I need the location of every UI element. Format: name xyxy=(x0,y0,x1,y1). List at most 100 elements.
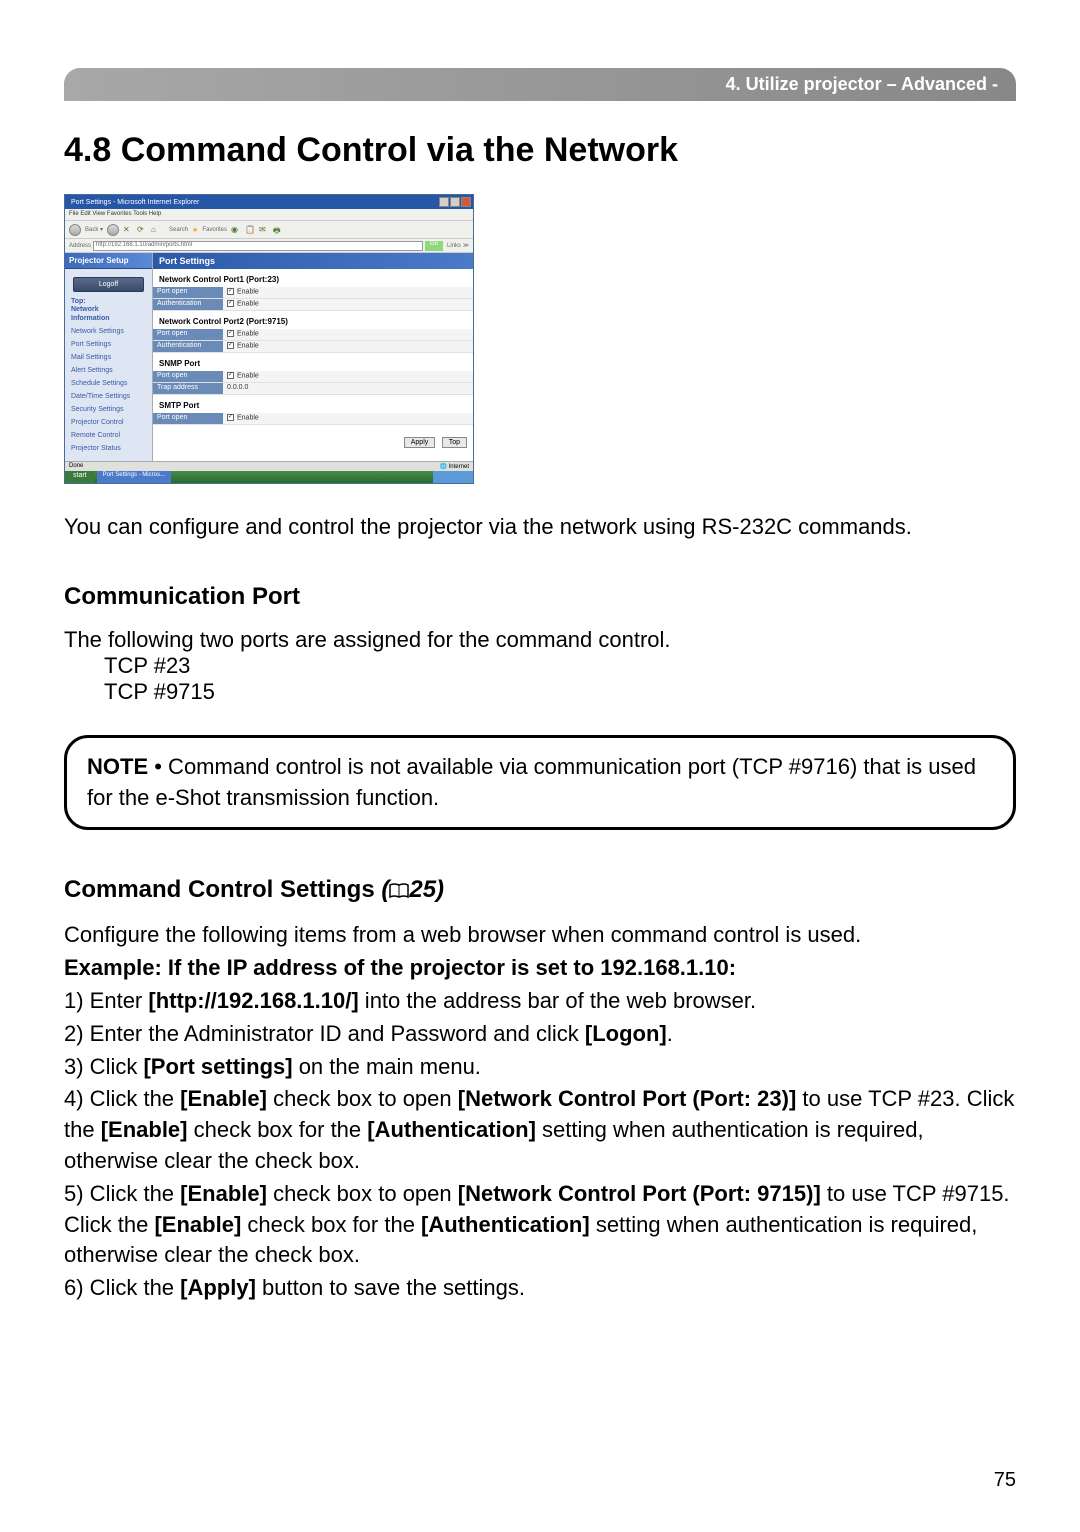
port-settings-screenshot: Port Settings - Microsoft Internet Explo… xyxy=(64,194,474,484)
step-1: 1) Enter [http://192.168.1.10/] into the… xyxy=(64,986,1016,1017)
history-icon[interactable]: 📋 xyxy=(245,225,255,235)
row-label: Port open xyxy=(153,287,223,298)
start-button[interactable]: start xyxy=(65,471,95,483)
row-value: Enable xyxy=(223,341,473,352)
enable-checkbox[interactable] xyxy=(227,288,234,295)
stop-icon[interactable]: ✕ xyxy=(123,225,133,235)
status-bar: Done 🌐 Internet xyxy=(65,461,473,471)
system-tray xyxy=(433,471,473,483)
address-field[interactable]: http://192.168.1.10/admin/ports.html xyxy=(93,241,423,251)
close-button[interactable] xyxy=(461,197,471,207)
row-label: Authentication xyxy=(153,299,223,310)
taskbar-item[interactable]: Port Settings - Micros... xyxy=(97,471,171,483)
example-label: Example: If the IP address of the projec… xyxy=(64,953,1016,984)
settings-section-title: Network Control Port1 (Port:23) xyxy=(153,269,473,287)
step-2: 2) Enter the Administrator ID and Passwo… xyxy=(64,1019,1016,1050)
note-text: • Command control is not available via c… xyxy=(87,754,976,810)
port-tcp23: TCP #23 xyxy=(64,653,1016,679)
port-tcp9715: TCP #9715 xyxy=(64,679,1016,705)
enable-checkbox[interactable] xyxy=(227,330,234,337)
window-titlebar: Port Settings - Microsoft Internet Explo… xyxy=(65,195,473,209)
row-value: 0.0.0.0 xyxy=(223,383,473,394)
steps-block: Configure the following items from a web… xyxy=(64,920,1016,1304)
sidebar-item-projector-control[interactable]: Projector Control xyxy=(65,416,152,429)
back-icon[interactable] xyxy=(69,224,81,236)
header-breadcrumb: 4. Utilize projector – Advanced - xyxy=(64,68,1016,101)
page-number: 75 xyxy=(994,1469,1016,1492)
note-label: NOTE xyxy=(87,754,148,779)
step-3: 3) Click [Port settings] on the main men… xyxy=(64,1052,1016,1083)
settings-row: Trap address0.0.0.0 xyxy=(153,383,473,395)
button-row: Apply Top xyxy=(153,425,473,449)
steps-intro: Configure the following items from a web… xyxy=(64,920,1016,951)
sidebar-item-network-settings[interactable]: Network Settings xyxy=(65,325,152,338)
settings-row: AuthenticationEnable xyxy=(153,299,473,311)
go-button[interactable]: Go xyxy=(425,241,443,251)
row-value: Enable xyxy=(223,371,473,382)
section-title: 4.8 Command Control via the Network xyxy=(64,131,1016,170)
row-value: Enable xyxy=(223,287,473,298)
mail-icon[interactable]: ✉ xyxy=(259,225,269,235)
address-bar: Address http://192.168.1.10/admin/ports.… xyxy=(65,239,473,253)
minimize-button[interactable] xyxy=(439,197,449,207)
row-label: Port open xyxy=(153,413,223,424)
row-label: Port open xyxy=(153,371,223,382)
settings-section-title: SMTP Port xyxy=(153,395,473,413)
step-5: 5) Click the [Enable] check box to open … xyxy=(64,1179,1016,1271)
sidebar-item-schedule-settings[interactable]: Schedule Settings xyxy=(65,377,152,390)
sidebar-item-alert-settings[interactable]: Alert Settings xyxy=(65,364,152,377)
settings-section-title: SNMP Port xyxy=(153,353,473,371)
window-title: Port Settings - Microsoft Internet Explo… xyxy=(67,199,199,206)
row-label: Authentication xyxy=(153,341,223,352)
row-value: Enable xyxy=(223,299,473,310)
sidebar: Projector Setup Logoff Top:NetworkInform… xyxy=(65,253,153,463)
enable-checkbox[interactable] xyxy=(227,342,234,349)
book-icon xyxy=(389,883,409,899)
note-box: NOTE • Command control is not available … xyxy=(64,735,1016,831)
settings-row: Port openEnable xyxy=(153,371,473,383)
row-label: Port open xyxy=(153,329,223,340)
sidebar-item-remote-control[interactable]: Remote Control xyxy=(65,429,152,442)
print-icon[interactable]: 🖶 xyxy=(273,225,283,235)
sidebar-item-datetime-settings[interactable]: Date/Time Settings xyxy=(65,390,152,403)
sidebar-item-security-settings[interactable]: Security Settings xyxy=(65,403,152,416)
row-value: Enable xyxy=(223,329,473,340)
settings-row: Port openEnable xyxy=(153,329,473,341)
row-value: Enable xyxy=(223,413,473,424)
menubar[interactable]: File Edit View Favorites Tools Help xyxy=(65,209,473,221)
enable-checkbox[interactable] xyxy=(227,414,234,421)
status-left: Done xyxy=(69,463,83,470)
window-buttons xyxy=(439,197,471,207)
command-control-settings-heading: Command Control Settings (25) xyxy=(64,876,1016,904)
maximize-button[interactable] xyxy=(450,197,460,207)
enable-checkbox[interactable] xyxy=(227,300,234,307)
settings-row: Port openEnable xyxy=(153,287,473,299)
status-right: 🌐 Internet xyxy=(440,463,470,470)
port-intro: The following two ports are assigned for… xyxy=(64,627,1016,653)
sidebar-top-link[interactable]: Top:NetworkInformation xyxy=(65,296,152,325)
step-4: 4) Click the [Enable] check box to open … xyxy=(64,1084,1016,1176)
settings-row: AuthenticationEnable xyxy=(153,341,473,353)
media-icon[interactable]: ◉ xyxy=(231,225,241,235)
forward-icon[interactable] xyxy=(107,224,119,236)
browser-toolbar: Back ▾ ✕ ⟳ ⌂ Search ★ Favorites ◉ 📋 ✉ 🖶 xyxy=(65,221,473,239)
main-panel: Port Settings Network Control Port1 (Por… xyxy=(153,253,473,463)
step-6: 6) Click the [Apply] button to save the … xyxy=(64,1273,1016,1304)
logoff-button[interactable]: Logoff xyxy=(73,277,144,292)
home-icon[interactable]: ⌂ xyxy=(151,225,161,235)
taskbar: start Port Settings - Micros... xyxy=(65,471,473,483)
row-label: Trap address xyxy=(153,383,223,394)
sidebar-header: Projector Setup xyxy=(65,253,152,269)
refresh-icon[interactable]: ⟳ xyxy=(137,225,147,235)
sidebar-item-projector-status[interactable]: Projector Status xyxy=(65,442,152,455)
settings-row: Port openEnable xyxy=(153,413,473,425)
top-button[interactable]: Top xyxy=(442,437,467,448)
port-list: The following two ports are assigned for… xyxy=(64,627,1016,705)
enable-checkbox[interactable] xyxy=(227,372,234,379)
sidebar-item-mail-settings[interactable]: Mail Settings xyxy=(65,351,152,364)
intro-paragraph: You can configure and control the projec… xyxy=(64,512,1016,543)
communication-port-heading: Communication Port xyxy=(64,583,1016,611)
main-header: Port Settings xyxy=(153,253,473,269)
sidebar-item-port-settings[interactable]: Port Settings xyxy=(65,338,152,351)
apply-button[interactable]: Apply xyxy=(404,437,436,448)
